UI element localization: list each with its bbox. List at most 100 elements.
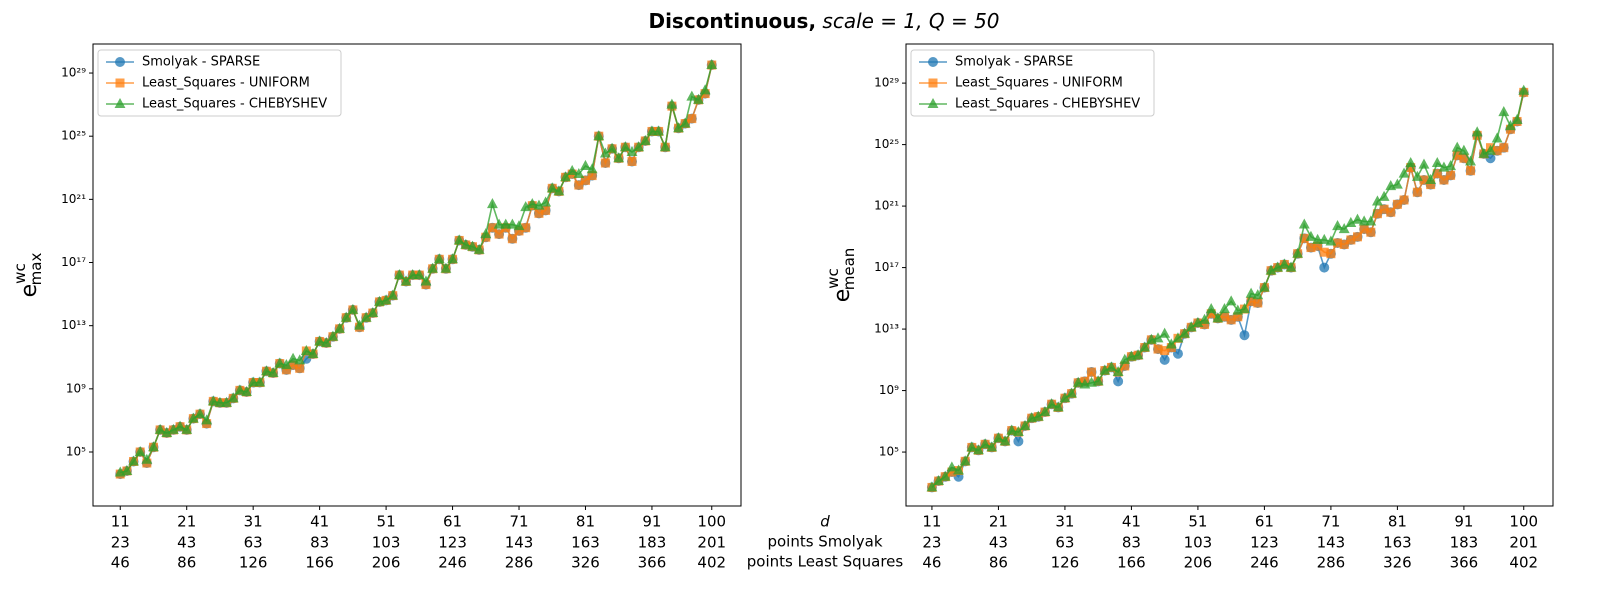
- x-tick-label: 71: [1321, 513, 1340, 531]
- legend-label: Smolyak - SPARSE: [142, 55, 260, 70]
- marker: [1087, 367, 1097, 377]
- marker: [992, 432, 1004, 443]
- x-tick-label: 123: [1250, 534, 1279, 552]
- x-tick-label: 402: [1509, 554, 1538, 572]
- legend-marker: [115, 78, 125, 88]
- legend-marker: [928, 57, 938, 67]
- x-tick-label: 46: [922, 554, 941, 572]
- marker: [181, 423, 193, 434]
- marker: [1253, 298, 1263, 308]
- marker: [586, 163, 598, 174]
- x-tick-label: 402: [697, 554, 726, 572]
- marker: [494, 229, 504, 239]
- marker: [666, 98, 678, 109]
- marker: [1485, 144, 1496, 155]
- y-tick-label: 10⁵: [66, 444, 86, 458]
- y-tick-label: 10²¹: [874, 199, 899, 213]
- marker: [687, 114, 697, 124]
- title-params: scale = 1, Q = 50: [822, 9, 999, 33]
- marker: [227, 392, 239, 403]
- x-tick-label: 326: [571, 554, 600, 572]
- y-label-sub: mean: [840, 248, 858, 291]
- legend-marker: [928, 78, 938, 88]
- y-label-base: e: [17, 284, 42, 298]
- legend-label: Least_Squares - UNIFORM: [142, 76, 310, 91]
- marker: [1013, 436, 1024, 447]
- marker: [1019, 419, 1031, 430]
- marker: [1159, 354, 1170, 365]
- x-row-name: points Least Squares: [747, 553, 904, 571]
- marker: [679, 117, 691, 128]
- marker: [1052, 401, 1064, 412]
- marker: [234, 384, 246, 395]
- marker: [214, 396, 226, 407]
- marker: [174, 420, 186, 431]
- y-tick-label: 10⁹: [66, 381, 86, 395]
- marker: [1339, 239, 1349, 249]
- marker: [699, 84, 711, 95]
- x-tick-label: 246: [1250, 554, 1279, 572]
- x-tick-label: 286: [1317, 554, 1346, 572]
- marker: [1325, 235, 1337, 246]
- title-main: Discontinuous,: [648, 9, 816, 33]
- marker: [1199, 313, 1210, 324]
- legend-label: Least_Squares - CHEBYSHEV: [955, 97, 1140, 112]
- marker: [453, 234, 465, 245]
- y-tick-label: 10²⁵: [874, 137, 899, 151]
- legend-label: Least_Squares - CHEBYSHEV: [142, 97, 327, 112]
- x-tick-label: 86: [989, 554, 1008, 572]
- marker: [267, 366, 279, 378]
- marker: [1499, 143, 1509, 153]
- marker: [580, 159, 591, 170]
- legend-marker: [114, 97, 126, 108]
- x-tick-label: 326: [1383, 554, 1412, 572]
- x-row-name: d: [820, 513, 830, 531]
- marker: [280, 359, 292, 370]
- marker: [493, 218, 505, 229]
- marker: [1366, 227, 1376, 237]
- marker: [560, 171, 571, 182]
- marker: [1353, 232, 1363, 242]
- marker: [467, 240, 478, 251]
- marker: [1298, 218, 1310, 229]
- y-label-base: e: [830, 289, 855, 303]
- x-tick-label: 21: [989, 513, 1008, 531]
- marker: [979, 438, 991, 449]
- marker: [600, 158, 610, 168]
- x-tick-label: 61: [1255, 513, 1274, 531]
- marker: [121, 464, 133, 475]
- x-tick-label: 51: [1188, 513, 1207, 531]
- marker: [320, 336, 332, 347]
- x-tick-label: 41: [310, 513, 329, 531]
- marker: [627, 156, 637, 166]
- marker: [926, 481, 938, 492]
- marker: [433, 253, 445, 264]
- marker: [1112, 366, 1124, 377]
- marker: [546, 182, 558, 193]
- marker: [154, 423, 166, 434]
- x-tick-label: 246: [438, 554, 467, 572]
- marker: [939, 470, 951, 481]
- marker: [1465, 155, 1476, 166]
- x-tick-label: 201: [697, 534, 726, 552]
- marker: [619, 141, 631, 152]
- marker: [274, 357, 286, 368]
- marker: [480, 228, 492, 239]
- marker: [1239, 303, 1250, 314]
- marker: [1425, 173, 1437, 184]
- marker: [1245, 287, 1257, 298]
- marker: [1305, 230, 1317, 241]
- marker: [1092, 375, 1104, 386]
- marker: [340, 311, 352, 322]
- x-tick-label: 206: [372, 554, 401, 572]
- marker: [1445, 160, 1457, 171]
- marker: [380, 294, 392, 305]
- legend-label: Least_Squares - UNIFORM: [955, 76, 1123, 91]
- x-tick-label: 11: [922, 513, 941, 531]
- marker: [287, 352, 299, 363]
- marker: [966, 441, 978, 452]
- marker: [1398, 167, 1410, 178]
- legend-marker: [927, 97, 939, 108]
- marker: [307, 347, 319, 359]
- marker: [486, 198, 498, 209]
